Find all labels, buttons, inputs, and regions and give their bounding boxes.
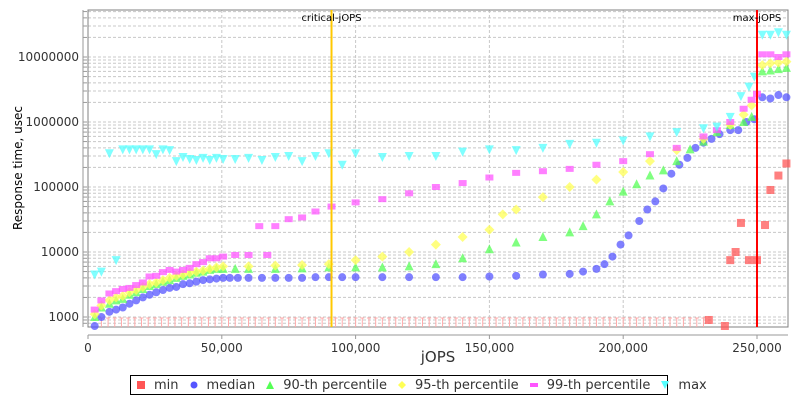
y-tick-label: 1000000 (26, 115, 79, 129)
axis-ticks: 0 50,000 100,000 150,000 200,000 250,000 1000 1… (18, 10, 788, 355)
plot-area-border (87, 9, 789, 328)
x-tick-label: 100,000 (331, 341, 381, 355)
legend-label: max (678, 377, 707, 393)
data-series (89, 28, 792, 330)
legend-item-99-th-percentile: 99-th percentile (528, 377, 651, 393)
legend-label: 90-th percentile (283, 377, 387, 393)
x-tick-label: 150,000 (465, 341, 515, 355)
series-min (704, 159, 791, 330)
y-tick-label: 10000 (41, 245, 79, 259)
legend-item-min: min (135, 378, 179, 393)
legend-label: min (154, 377, 179, 393)
series-max (90, 28, 791, 280)
x-tick-label: 250,000 (732, 341, 782, 355)
x-tick-label: 50,000 (201, 341, 243, 355)
y-tick-label: 1000 (48, 310, 79, 324)
legend-item-max: max (659, 377, 707, 393)
legend-label: median (206, 377, 256, 393)
y-tick-label: 10000000 (18, 50, 79, 64)
legend-item-median: median (188, 377, 256, 393)
series-median (90, 91, 791, 330)
legend-item-95-th-percentile: 95-th percentile (396, 378, 519, 393)
dash-icon (529, 383, 538, 387)
circle-icon (190, 381, 198, 389)
x-tick-label: 200,000 (598, 341, 648, 355)
legend-item-90-th-percentile: 90-th percentile (264, 378, 387, 393)
triangle-up-icon (266, 381, 275, 389)
legend-label: 95-th percentile (414, 377, 519, 393)
triangle-down-icon (661, 381, 670, 389)
critical-jOPS-label: critical-jOPS (301, 13, 361, 24)
threshold-markers: critical-jOPS max-jOPS (301, 10, 781, 327)
x-axis-title: jOPS (420, 348, 456, 366)
diamond-icon (397, 381, 406, 389)
y-tick-label: 100000 (33, 180, 79, 194)
y-axis-title: Response time, usec (11, 106, 25, 230)
max-jOPS-label: max-jOPS (733, 13, 781, 24)
chart-legend: min median 90-th percentile 95-th percentil… (130, 375, 707, 395)
square-icon (137, 381, 145, 389)
legend-label: 99-th percentile (546, 377, 651, 393)
x-tick-label: 0 (84, 341, 92, 355)
